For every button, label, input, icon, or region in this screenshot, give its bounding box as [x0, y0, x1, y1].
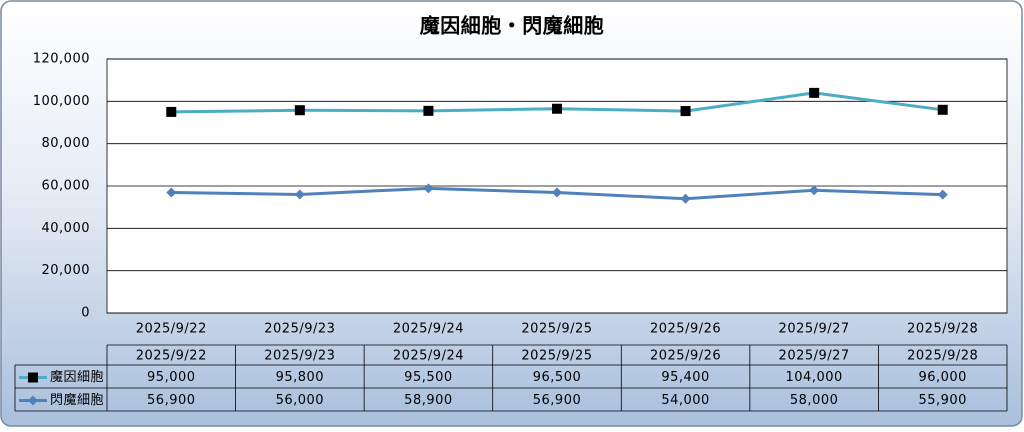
table-header: 2025/9/27: [779, 349, 850, 364]
x-tick-label: 2025/9/27: [779, 322, 850, 337]
x-tick-label: 2025/9/26: [650, 322, 721, 337]
y-tick-label: 100,000: [33, 94, 90, 109]
data-point: [166, 187, 177, 198]
table-header: 2025/9/22: [136, 349, 207, 364]
table-header: 2025/9/25: [521, 349, 592, 364]
data-point: [294, 189, 305, 200]
data-point: [423, 183, 434, 194]
table-cell: 54,000: [661, 393, 710, 408]
data-point: [166, 106, 177, 117]
legend-label: 閃魔細胞: [50, 393, 104, 408]
table-cell: 56,000: [276, 393, 325, 408]
data-point: [680, 193, 691, 204]
table-cell: 96,500: [533, 370, 582, 385]
x-tick-label: 2025/9/24: [393, 322, 464, 337]
y-tick-label: 0: [81, 306, 90, 321]
table-cell: 95,400: [661, 370, 710, 385]
legend-marker: [28, 395, 38, 406]
legend-marker: [28, 372, 38, 383]
data-point: [809, 185, 820, 196]
y-tick-label: 120,000: [33, 52, 90, 67]
data-point: [552, 187, 562, 198]
table-cell: 95,000: [147, 370, 196, 385]
table-header: 2025/9/28: [907, 349, 978, 364]
y-tick-label: 20,000: [42, 263, 91, 278]
data-point: [937, 104, 948, 115]
table-cell: 96,000: [918, 370, 967, 385]
x-tick-label: 2025/9/23: [264, 322, 335, 337]
table-cell: 58,900: [404, 393, 453, 408]
data-point: [423, 105, 434, 116]
y-tick-label: 60,000: [42, 179, 91, 194]
table-cell: 56,900: [147, 393, 196, 408]
table-cell: 58,000: [790, 393, 839, 408]
table-cell: 55,900: [918, 393, 967, 408]
chart-title: 魔因細胞・閃魔細胞: [420, 14, 605, 38]
table-cell: 56,900: [533, 393, 582, 408]
data-point: [937, 189, 948, 200]
table-header: 2025/9/24: [393, 349, 464, 364]
y-tick-label: 40,000: [42, 221, 91, 236]
y-tick-label: 80,000: [42, 136, 91, 151]
data-point: [809, 87, 820, 98]
legend-label: 魔因細胞: [50, 370, 104, 385]
x-tick-label: 2025/9/25: [521, 322, 592, 337]
table-cell: 95,500: [404, 370, 453, 385]
x-tick-label: 2025/9/22: [136, 322, 207, 337]
x-tick-label: 2025/9/28: [907, 322, 978, 337]
data-point: [680, 106, 691, 117]
table-header: 2025/9/23: [264, 349, 335, 364]
data-point: [294, 105, 305, 116]
table-header: 2025/9/26: [650, 349, 721, 364]
data-point: [552, 103, 562, 114]
table-cell: 104,000: [786, 370, 843, 385]
table-cell: 95,800: [276, 370, 325, 385]
